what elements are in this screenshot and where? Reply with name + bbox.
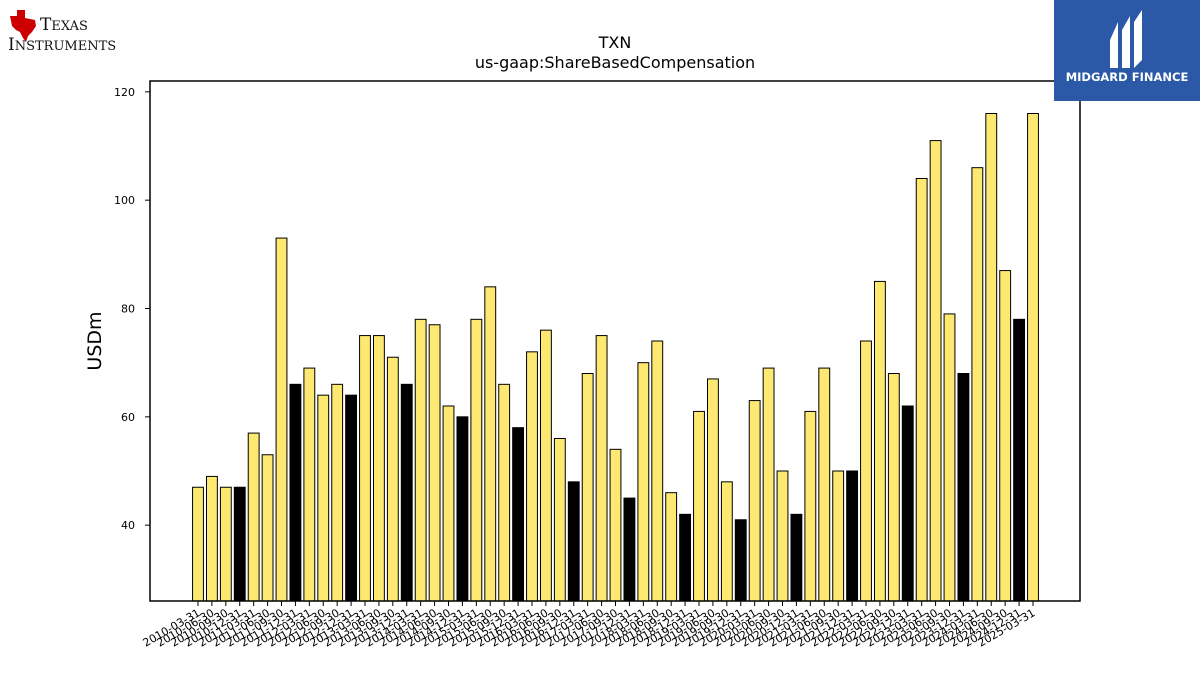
y-tick-label-120: 120 bbox=[114, 86, 135, 99]
svg-text:MIDGARD FINANCE: MIDGARD FINANCE bbox=[1066, 70, 1189, 84]
bar-2017-12-31 bbox=[623, 497, 636, 602]
bar-2010-03-31 bbox=[192, 486, 204, 602]
bar-2016-12-31 bbox=[567, 481, 580, 602]
bar-2019-06-30 bbox=[706, 378, 719, 602]
bar-2022-03-31 bbox=[860, 340, 872, 602]
bar-2011-06-30 bbox=[261, 454, 274, 602]
bar-2020-06-30 bbox=[762, 367, 775, 602]
bar-2021-03-31 bbox=[804, 410, 817, 602]
y-tick-label-60: 60 bbox=[121, 411, 135, 424]
bar-2015-09-30 bbox=[498, 383, 511, 602]
midgard-finance-logo: MIDGARD FINANCE bbox=[1054, 0, 1200, 101]
bar-2010-06-30 bbox=[205, 475, 218, 602]
y-axis-label: USDm bbox=[84, 311, 106, 370]
bar-2020-12-31 bbox=[790, 513, 803, 602]
bar-2015-06-30 bbox=[484, 286, 497, 602]
bar-2016-03-31 bbox=[526, 351, 538, 602]
bar-2018-06-30 bbox=[651, 340, 664, 602]
svg-text:TEXAS: TEXAS bbox=[40, 15, 88, 35]
bar-2017-06-30 bbox=[595, 335, 608, 602]
bar-2025-03-31 bbox=[1027, 113, 1039, 602]
bars-group bbox=[192, 113, 1039, 602]
y-axis: 40 60 80 100 120 bbox=[114, 86, 150, 532]
texas-instruments-logo: TEXAS INSTRUMENTS bbox=[8, 10, 116, 54]
midgard-mark-icon bbox=[1110, 10, 1142, 68]
bar-2014-06-30 bbox=[428, 324, 441, 602]
bar-2019-03-31 bbox=[693, 410, 705, 602]
bar-2022-09-30 bbox=[887, 373, 900, 602]
bar-2015-12-31 bbox=[512, 427, 525, 602]
bar-2023-12-31 bbox=[957, 373, 970, 602]
bar-2012-12-31 bbox=[345, 394, 358, 602]
bar-2021-12-31 bbox=[846, 470, 859, 602]
bar-2024-06-30 bbox=[985, 113, 998, 602]
bar-2013-12-31 bbox=[400, 383, 413, 602]
bar-2017-09-30 bbox=[609, 448, 622, 602]
plot-frame bbox=[149, 80, 1081, 602]
bar-2022-06-30 bbox=[873, 280, 886, 602]
bar-2014-12-31 bbox=[456, 416, 469, 602]
bar-2018-03-31 bbox=[637, 362, 650, 602]
bar-2019-12-31 bbox=[734, 519, 747, 602]
texas-state-icon bbox=[10, 10, 36, 42]
chart-subtitle: us-gaap:ShareBasedCompensation bbox=[475, 53, 755, 72]
x-axis: 2010-03-312010-06-302010-09-302010-12-31… bbox=[141, 601, 1038, 650]
y-tick-label-40: 40 bbox=[121, 519, 135, 532]
bar-2013-03-31 bbox=[359, 335, 371, 602]
bar-2010-12-31 bbox=[233, 486, 246, 602]
chart-title: TXN bbox=[598, 33, 632, 52]
bar-2020-03-31 bbox=[748, 400, 761, 602]
bar-2015-03-31 bbox=[470, 318, 483, 602]
bar-2024-09-30 bbox=[999, 270, 1012, 602]
bar-2014-09-30 bbox=[442, 405, 455, 602]
bar-2018-12-31 bbox=[679, 513, 692, 602]
bar-2016-06-30 bbox=[539, 329, 552, 602]
bar-2013-06-30 bbox=[372, 335, 385, 602]
bar-2023-06-30 bbox=[929, 140, 942, 602]
bar-2011-09-30 bbox=[275, 237, 288, 602]
svg-text:INSTRUMENTS: INSTRUMENTS bbox=[8, 35, 116, 54]
bar-2021-06-30 bbox=[818, 367, 831, 602]
bar-2010-09-30 bbox=[219, 486, 232, 602]
bar-2012-03-31 bbox=[303, 367, 316, 602]
bar-2019-09-30 bbox=[720, 481, 733, 602]
bar-2023-03-31 bbox=[915, 178, 928, 602]
bar-2017-03-31 bbox=[581, 373, 594, 602]
bar-2021-09-30 bbox=[832, 470, 845, 602]
bar-2018-09-30 bbox=[665, 492, 678, 602]
bar-2012-06-30 bbox=[317, 394, 330, 602]
bar-2013-09-30 bbox=[386, 356, 399, 602]
bar-2011-03-31 bbox=[247, 432, 260, 602]
bar-2020-09-30 bbox=[776, 470, 789, 602]
bar-2023-09-30 bbox=[943, 313, 956, 602]
bar-2024-12-31 bbox=[1013, 318, 1026, 602]
bar-2011-12-31 bbox=[289, 383, 302, 602]
bar-2012-09-30 bbox=[331, 383, 344, 602]
y-tick-label-100: 100 bbox=[114, 194, 135, 207]
bar-2022-12-31 bbox=[901, 405, 914, 602]
bar-2016-09-30 bbox=[553, 438, 566, 602]
bar-2024-03-31 bbox=[971, 167, 984, 602]
y-tick-label-80: 80 bbox=[121, 303, 135, 316]
bar-2014-03-31 bbox=[414, 318, 427, 602]
